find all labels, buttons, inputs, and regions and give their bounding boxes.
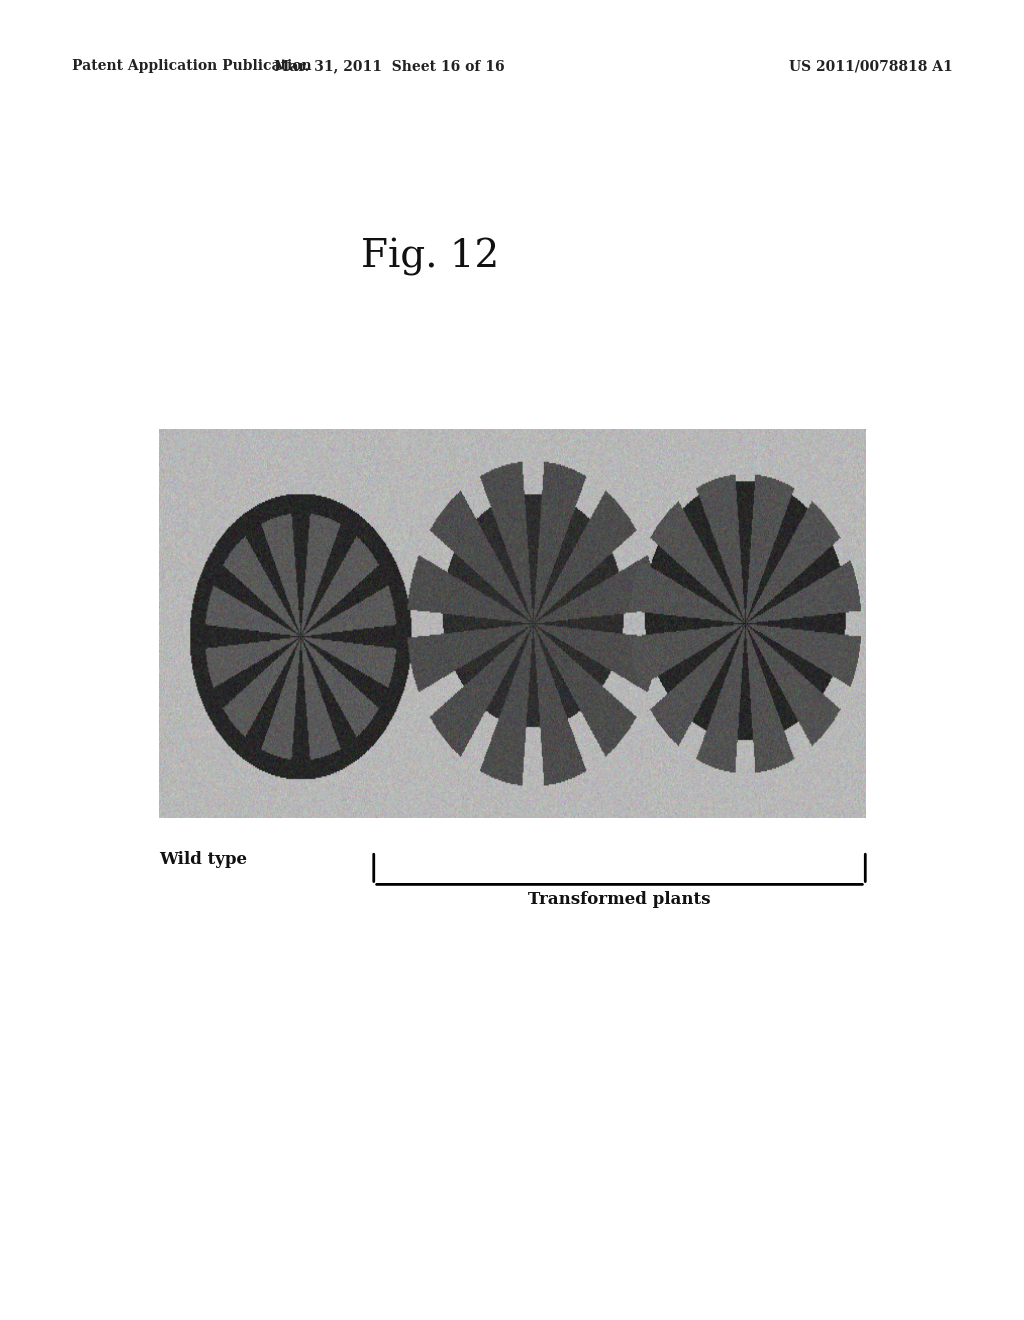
Text: US 2011/0078818 A1: US 2011/0078818 A1	[788, 59, 952, 74]
Text: Fig. 12: Fig. 12	[360, 238, 500, 276]
Text: Transformed plants: Transformed plants	[528, 891, 711, 908]
Text: Patent Application Publication: Patent Application Publication	[72, 59, 311, 74]
Text: Wild type: Wild type	[159, 851, 247, 869]
Text: Mar. 31, 2011  Sheet 16 of 16: Mar. 31, 2011 Sheet 16 of 16	[273, 59, 505, 74]
